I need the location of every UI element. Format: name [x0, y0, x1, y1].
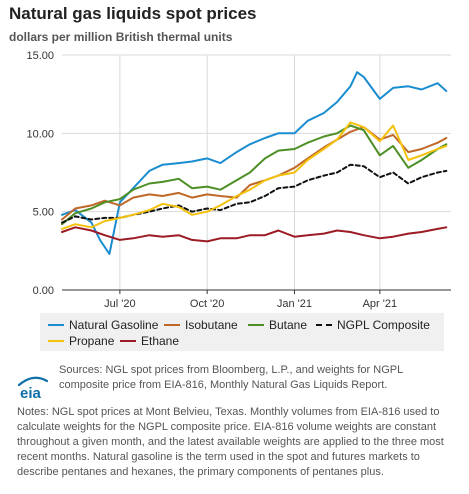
series-line-butane: [61, 124, 448, 226]
line-chart: 0.00 5.00 10.00 15.00 Jul '20 Oct '20 Jan '21 A…: [26, 50, 451, 310]
legend-label: Isobutane: [185, 318, 238, 332]
notes-text: Notes: NGL spot prices at Mont Belvieu, …: [17, 406, 444, 478]
x-tick-label: Apr '21: [363, 298, 398, 310]
legend-swatch: [48, 340, 64, 342]
legend-item-ngpl-composite: NGPL Composite: [316, 318, 430, 332]
legend-swatch: [48, 324, 64, 326]
series-line-ethane: [61, 226, 448, 243]
eia-logo-icon: eia: [17, 376, 49, 402]
x-tick-label: Jan '21: [277, 298, 312, 310]
legend-item-isobutane: Isobutane: [164, 318, 238, 332]
y-tick-label: 0.00: [33, 285, 54, 297]
y-tick-label: 15.00: [26, 50, 54, 62]
legend-label: Ethane: [141, 334, 180, 348]
x-tick-label: Jul '20: [104, 298, 135, 310]
series-line-isobutane: [61, 126, 448, 221]
series-line-propane: [61, 121, 448, 230]
legend-label: Natural Gasoline: [69, 318, 159, 332]
legend-swatch: [164, 324, 180, 326]
legend-swatch: [248, 324, 264, 326]
legend-item-natural-gasoline: Natural Gasoline: [48, 318, 158, 332]
legend-item-propane: Propane: [48, 334, 114, 348]
chart-subtitle: dollars per million British thermal unit…: [9, 30, 233, 44]
y-tick-label: 10.00: [26, 128, 54, 140]
legend-label: Butane: [269, 318, 308, 332]
legend-swatch: [120, 340, 136, 342]
legend-item-butane: Butane: [248, 318, 307, 332]
logo-text: eia: [20, 385, 42, 402]
chart-title: Natural gas liquids spot prices: [9, 4, 257, 23]
chart-legend: Natural Gasoline Isobutane Butane NGPL C…: [40, 313, 444, 351]
legend-item-ethane: Ethane: [120, 334, 179, 348]
x-tick-label: Oct '20: [190, 298, 225, 310]
sources-note: Sources: NGL spot prices from Bloomberg,…: [59, 364, 403, 391]
y-tick-label: 5.00: [33, 207, 54, 219]
legend-label: NGPL Composite: [337, 318, 430, 332]
series-line-natural-gasoline: [61, 71, 448, 255]
legend-swatch: [316, 324, 332, 326]
legend-label: Propane: [69, 334, 115, 348]
